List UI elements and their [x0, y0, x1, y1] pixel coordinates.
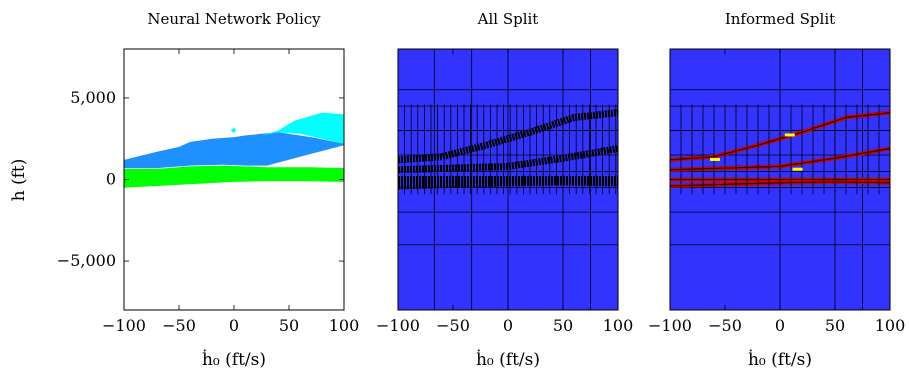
x-tick-label: 50 [553, 316, 573, 335]
x-tick-label: 100 [875, 316, 906, 335]
x-axis-label: ḣ₀ (ft/s) [202, 349, 266, 370]
x-tick-label: 50 [279, 316, 299, 335]
panel-neural-network-policy: Neural Network Policy −100 −50 0 50 100 5,00… [9, 10, 359, 370]
y-tick-label: 5,000 [70, 88, 116, 107]
x-tick-label: 100 [329, 316, 360, 335]
x-tick-label: 50 [825, 316, 845, 335]
x-axis-label: ḣ₀ (ft/s) [748, 349, 812, 370]
dense-split-band [397, 145, 619, 174]
panel-title: All Split [477, 10, 539, 28]
x-tick-label: 0 [503, 316, 513, 335]
x-tick-label: −100 [102, 316, 146, 335]
x-ticks: −100 −50 0 50 100 [376, 49, 633, 335]
policy-region [256, 112, 344, 144]
x-tick-label: −100 [376, 316, 420, 335]
x-tick-label: −50 [436, 316, 470, 335]
panel-all-split: All Split −100 −50 0 50 100 ḣ₀ (ft/s) [376, 10, 633, 370]
x-tick-label: 100 [603, 316, 634, 335]
panel-informed-split: Informed Split −100 −50 0 50 100 ḣ₀ (ft/s) [648, 10, 905, 370]
x-axis-label: ḣ₀ (ft/s) [476, 349, 540, 370]
x-tick-label: −100 [648, 316, 692, 335]
policy-region [230, 127, 237, 133]
panel-title: Informed Split [725, 10, 835, 28]
highlight-cell [710, 157, 720, 161]
y-tick-label: −5,000 [57, 251, 116, 270]
x-tick-label: −50 [162, 316, 196, 335]
plot-area [397, 49, 619, 310]
x-ticks: −100 −50 0 50 100 [648, 49, 905, 335]
y-ticks: 5,000 0 −5,000 [57, 88, 344, 270]
x-tick-label: −50 [708, 316, 742, 335]
x-ticks: −100 −50 0 50 100 [102, 49, 359, 335]
panel-title: Neural Network Policy [147, 10, 321, 28]
y-axis-label: h (ft) [9, 159, 29, 202]
x-tick-label: 0 [229, 316, 239, 335]
dense-split-band [397, 109, 619, 164]
x-tick-label: 0 [775, 316, 785, 335]
plot-area [124, 49, 344, 310]
dense-split-band [397, 178, 619, 190]
highlight-cell [784, 133, 795, 137]
y-tick-label: 0 [106, 170, 116, 189]
plot-area [669, 49, 891, 310]
policy-region [124, 132, 344, 169]
policy-region [124, 165, 344, 188]
highlight-cell [792, 167, 803, 171]
